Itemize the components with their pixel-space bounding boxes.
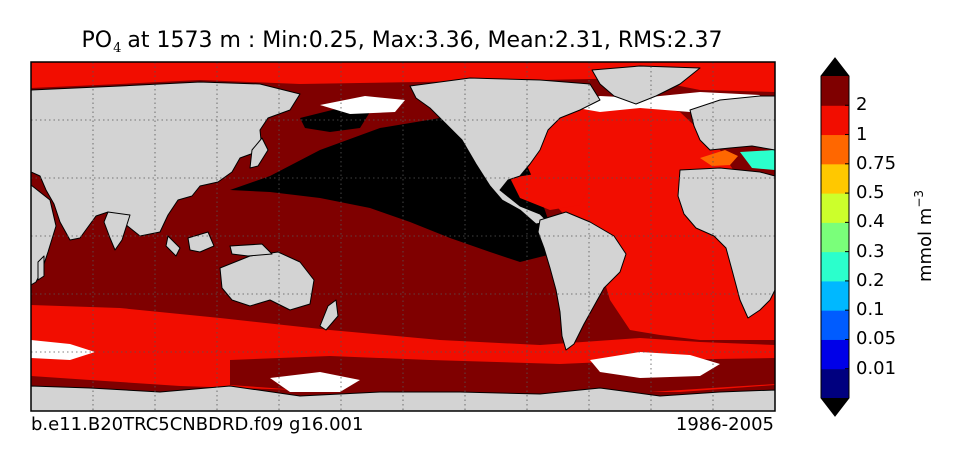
missing-data-patch xyxy=(31,340,95,360)
years-label: 1986-2005 xyxy=(675,414,774,435)
colorbar-segment xyxy=(821,193,849,223)
atlantic-region xyxy=(480,96,775,340)
colorbar-segment xyxy=(821,310,849,340)
land-sumatra xyxy=(165,235,181,257)
title-variable: PO xyxy=(81,28,113,53)
colorbar-segment xyxy=(821,251,849,282)
land-greenland xyxy=(591,65,701,105)
land-new-guinea xyxy=(229,243,273,257)
mediterranean-cyan xyxy=(740,150,775,170)
missing-data-patch xyxy=(270,372,360,392)
units-exponent: −3 xyxy=(912,189,926,208)
land-australia xyxy=(219,251,315,311)
colorbar-segment xyxy=(821,339,849,370)
land-africa-east xyxy=(31,184,57,286)
land-japan xyxy=(249,137,269,169)
colorbar-tick-label: 1 xyxy=(856,123,868,145)
units-base: mmol m xyxy=(915,207,936,283)
colorbar-segment xyxy=(821,222,849,253)
colorbar-tick-label: 0.75 xyxy=(856,152,897,174)
colorbar-segment xyxy=(821,280,849,311)
colorbar-extend-min xyxy=(821,398,849,416)
colorbar-tick-label: 0.5 xyxy=(856,182,885,204)
land-madagascar xyxy=(37,255,45,281)
colorbar-segment xyxy=(821,105,849,136)
colorbar xyxy=(820,57,850,417)
bering-black-patch xyxy=(300,108,370,132)
colorbar-tick-label: 0.05 xyxy=(856,328,897,350)
title-text: at 1573 m : Min:0.25, Max:3.36, Mean:2.3… xyxy=(127,28,723,53)
land xyxy=(31,65,775,411)
colorbar-segment xyxy=(821,368,849,399)
colorbar-segment xyxy=(821,163,849,194)
colorbar-extend-max xyxy=(821,58,849,76)
mediterranean-orange xyxy=(700,150,738,166)
colorbar-tick-label: 0.2 xyxy=(856,269,885,291)
caribbean-region xyxy=(510,170,590,210)
map-frame xyxy=(30,61,776,412)
land-borneo xyxy=(187,231,215,253)
colorbar-outline xyxy=(820,57,850,417)
land-europe xyxy=(689,95,775,151)
colorbar-units-label: mmol m−3 xyxy=(912,190,936,282)
colorbar-tick-label: 0.4 xyxy=(856,211,885,233)
colorbar-tick-label: 0.1 xyxy=(856,299,885,321)
colorbar-segment xyxy=(821,76,849,106)
missing-data-patch xyxy=(590,352,720,378)
colorbar-tick-label: 0.3 xyxy=(856,240,885,262)
map-area xyxy=(31,62,775,411)
missing-data-patch xyxy=(320,96,405,114)
land-eurasia-west xyxy=(31,81,301,241)
land-new-zealand xyxy=(319,299,339,331)
title-subscript: 4 xyxy=(113,41,122,56)
colorbar-tick-label: 0.01 xyxy=(856,357,897,379)
land-north-america xyxy=(409,77,601,225)
land-india xyxy=(103,211,131,251)
case-name-label: b.e11.B20TRC5CNBDRD.f09 g16.001 xyxy=(31,414,364,435)
land-south-america xyxy=(537,211,627,351)
land-africa-west xyxy=(677,167,775,319)
colorbar-tick-label: 2 xyxy=(856,94,868,116)
page-title: PO4 at 1573 m : Min:0.25, Max:3.36, Mean:… xyxy=(0,28,804,62)
colorbar-segment xyxy=(821,134,849,165)
